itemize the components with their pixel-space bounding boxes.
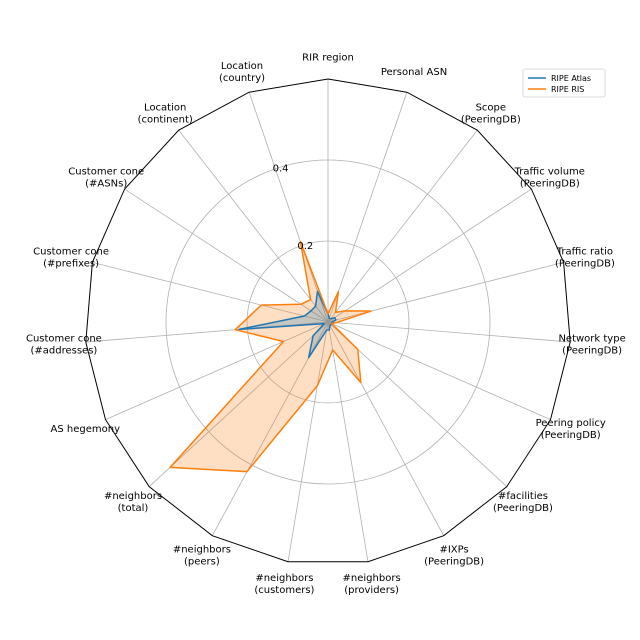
spoke-3 [327, 188, 532, 323]
category-label: Personal ASN [381, 67, 447, 78]
legend: RIPE Atlas RIPE RIS [522, 68, 606, 98]
legend-label-ripe-ris: RIPE RIS [551, 85, 584, 94]
category-label: #neighbors (providers) [343, 573, 401, 596]
spoke-8 [327, 321, 445, 536]
spoke-2 [327, 129, 478, 323]
category-label: #neighbors (peers) [173, 545, 231, 568]
spoke-15 [92, 261, 329, 323]
spoke-9 [327, 321, 369, 562]
spoke-17 [178, 129, 329, 323]
radial-tick-label: 0.2 [297, 241, 313, 252]
category-label: #neighbors (total) [104, 491, 162, 514]
series-fill-ripe-atlas [239, 291, 336, 358]
spoke-14 [85, 321, 329, 343]
spoke-5 [327, 321, 571, 343]
legend-box [522, 68, 606, 98]
spoke-18 [248, 92, 329, 323]
category-labels: RIR region Personal ASN Scope (PeeringDB) Tr… [26, 53, 626, 596]
category-label: #facilities (PeeringDB) [493, 491, 553, 514]
category-label: Location (country) [219, 61, 265, 84]
category-label: Traffic volume (PeeringDB) [514, 167, 585, 190]
spoke-13 [105, 321, 329, 420]
category-label: RIR region [302, 53, 354, 64]
category-label: AS hegemony [51, 424, 121, 435]
outer-frame [85, 78, 571, 563]
spoke-16 [124, 188, 329, 323]
spoke-6 [327, 321, 551, 420]
category-label: #neighbors (customers) [254, 573, 314, 596]
category-label: Peering policy (PeeringDB) [536, 418, 606, 441]
category-label: Customer cone (#addresses) [26, 333, 102, 356]
spoke-12 [148, 321, 329, 487]
category-label: #IXPs (PeeringDB) [424, 545, 484, 568]
spoke-1 [327, 92, 408, 323]
radar-series [169, 240, 372, 473]
category-label: Location (continent) [138, 102, 193, 125]
legend-label-ripe-atlas: RIPE Atlas [551, 74, 591, 83]
category-label: Scope (PeeringDB) [461, 102, 521, 125]
category-label: Traffic ratio (PeeringDB) [555, 246, 615, 269]
radial-tick-labels: 0.2 0.4 [273, 164, 314, 252]
series-line-ripe-ris [169, 240, 372, 473]
spoke-10 [287, 321, 329, 562]
category-label: Customer cone (#prefixes) [33, 246, 109, 269]
radial-tick-label: 0.4 [273, 164, 289, 175]
series-line-ripe-atlas [238, 290, 337, 359]
category-label: Network type (PeeringDB) [558, 333, 625, 356]
category-label: Customer cone (#ASNs) [68, 167, 144, 190]
